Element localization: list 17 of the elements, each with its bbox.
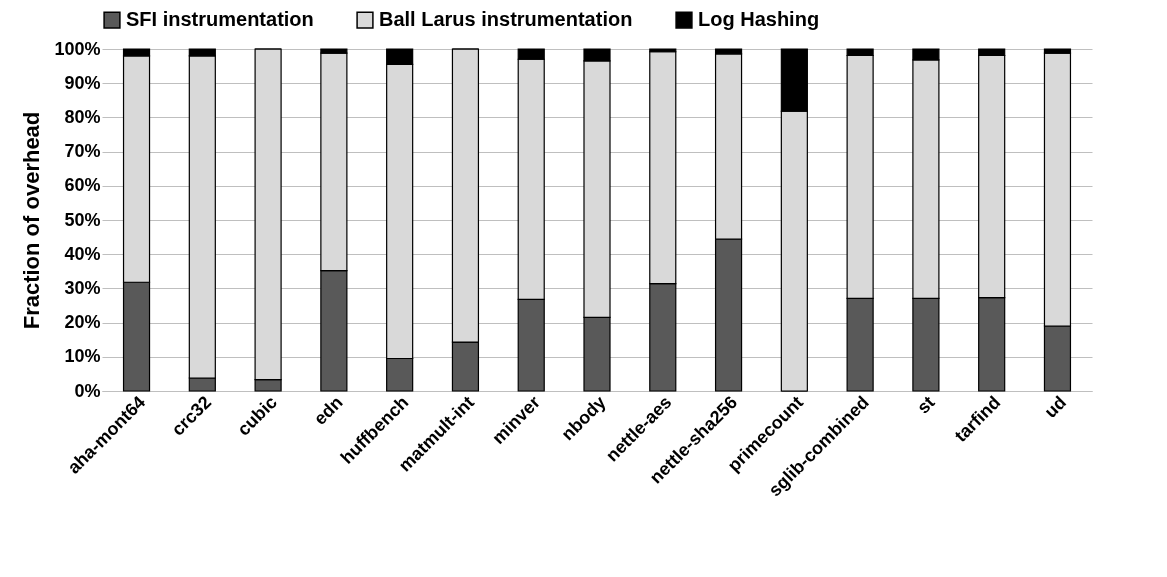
legend-label: Log Hashing	[698, 8, 820, 31]
y-tick-label: 0%	[74, 380, 101, 401]
y-tick-label: 70%	[64, 141, 101, 162]
y-tick-label: 30%	[64, 277, 101, 298]
y-tick-label: 10%	[64, 346, 101, 367]
y-tick-label: 90%	[64, 72, 101, 93]
x-tick-label: st	[913, 392, 939, 418]
y-tick-label: 60%	[64, 175, 101, 196]
legend-label: SFI instrumentation	[126, 8, 314, 31]
y-axis-title: Fraction of overhead	[19, 111, 45, 330]
y-tick-label: 100%	[54, 38, 101, 59]
y-tick-label: 40%	[64, 243, 101, 264]
x-tick-label: ud	[1040, 392, 1071, 422]
y-tick-label: 80%	[64, 106, 101, 127]
y-tick-label: 50%	[64, 209, 101, 230]
legend-label: Ball Larus instrumentation	[379, 8, 633, 31]
y-tick-label: 20%	[64, 312, 101, 333]
